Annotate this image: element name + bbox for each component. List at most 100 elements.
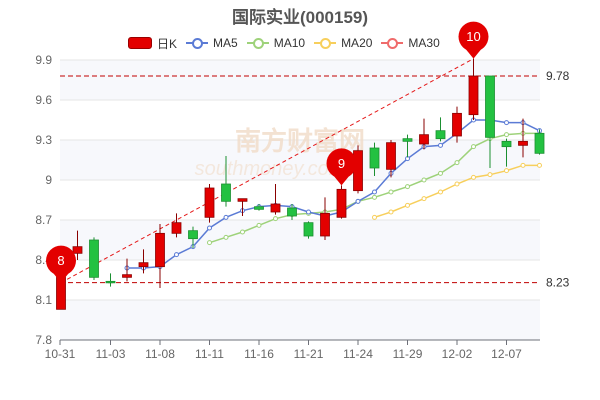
- marker-pin: 10: [458, 21, 489, 59]
- ma20-point: [487, 172, 493, 178]
- candle-body: [320, 212, 330, 237]
- marker-label: 8: [57, 253, 64, 268]
- candle-body: [518, 140, 528, 146]
- candle-body: [122, 274, 132, 278]
- x-tick-label: 12-07: [491, 347, 522, 361]
- ma5-point: [372, 189, 377, 195]
- marker-pin-head: [458, 21, 489, 52]
- reference-line-label: 8.23: [546, 276, 570, 290]
- candle-body: [303, 222, 314, 237]
- ma10-point: [471, 144, 476, 150]
- ma10-point: [223, 234, 229, 240]
- ma5-point: [438, 142, 443, 148]
- ma10-point: [438, 170, 443, 176]
- ma10-point: [372, 194, 377, 200]
- reference-line-label: 9.78: [546, 69, 570, 83]
- candle-body: [155, 232, 165, 268]
- ma10-point: [388, 189, 394, 195]
- kline-legend-icon: [128, 37, 152, 49]
- grid-band: [60, 220, 540, 260]
- ma20-point: [520, 162, 526, 168]
- candle-body: [89, 239, 99, 278]
- candle-body: [369, 147, 380, 169]
- legend-label-ma5: MA5: [213, 36, 238, 50]
- candle-body: [468, 75, 479, 116]
- grid-band: [60, 60, 540, 100]
- watermark-url: southmoney.com: [195, 158, 346, 180]
- x-tick-label: 11-16: [244, 347, 274, 361]
- marker-pin-head: [326, 148, 357, 179]
- ma20-point: [421, 196, 427, 202]
- ma5-point: [306, 209, 311, 215]
- ma5-point: [504, 120, 509, 126]
- ma20-point: [504, 168, 509, 174]
- ma5-point: [174, 252, 179, 258]
- grid-band: [60, 300, 540, 340]
- candle-body: [254, 206, 264, 210]
- marker-label: 10: [466, 29, 480, 44]
- ma5-point: [355, 198, 361, 204]
- candle-body: [138, 262, 149, 268]
- chart-title: 国际实业(000159): [231, 8, 369, 27]
- legend-item-kline[interactable]: 日K: [128, 35, 177, 52]
- ma20-point: [471, 174, 476, 180]
- ma10-point: [256, 222, 262, 228]
- ma10-point: [454, 160, 460, 166]
- ma10-point: [240, 229, 245, 235]
- ma5-line: [127, 119, 540, 269]
- ma10-point: [405, 184, 410, 190]
- ma30-legend-icon: [381, 37, 404, 49]
- x-tick-label: 10-31: [45, 347, 76, 361]
- ma20-point: [537, 162, 542, 168]
- legend-label-ma30: MA30: [408, 36, 440, 50]
- x-tick-label: 11-11: [195, 347, 224, 361]
- y-tick-label: 9.3: [35, 133, 52, 147]
- candle-body: [105, 280, 116, 284]
- candle-body: [204, 187, 215, 218]
- y-tick-label: 9.6: [35, 93, 52, 107]
- legend-item-ma5[interactable]: MA5: [186, 36, 238, 50]
- candle-body: [72, 246, 83, 254]
- y-tick-label: 8.7: [35, 213, 52, 227]
- ma10-point: [273, 216, 278, 222]
- ma5-point: [207, 225, 212, 231]
- x-tick-label: 11-24: [343, 347, 373, 361]
- candle-body: [386, 142, 396, 170]
- marker-pin: 9: [326, 148, 357, 186]
- legend-label-ma20: MA20: [341, 36, 373, 50]
- legend-item-ma20[interactable]: MA20: [314, 36, 372, 50]
- marker-pin: 8: [46, 245, 76, 283]
- ma20-point: [388, 209, 394, 215]
- candle-body: [237, 198, 248, 202]
- trend-line: [60, 58, 474, 284]
- x-tick-label: 11-21: [294, 347, 324, 361]
- candle-body: [221, 183, 231, 202]
- x-tick-label: 11-08: [145, 347, 175, 361]
- y-tick-label: 7.8: [35, 333, 52, 347]
- ma5-legend-icon: [186, 37, 209, 49]
- legend-item-ma10[interactable]: MA10: [246, 36, 306, 50]
- candle-body: [501, 140, 512, 148]
- x-tick-label: 11-03: [96, 347, 126, 361]
- x-tick-label: 11-29: [393, 347, 423, 361]
- marker-pin-head: [46, 245, 76, 276]
- candle-body: [419, 134, 429, 145]
- ma10-point: [504, 132, 509, 138]
- ma20-point: [438, 189, 443, 195]
- candle-body: [171, 222, 182, 234]
- candle-body: [188, 230, 198, 240]
- candle-body: [336, 188, 347, 218]
- legend-label-ma10: MA10: [273, 36, 306, 50]
- legend-item-ma30[interactable]: MA30: [381, 36, 440, 50]
- ma20-legend-icon: [314, 37, 337, 49]
- candle-body: [287, 207, 297, 217]
- candle-body: [435, 130, 446, 140]
- candle-body: [485, 75, 495, 138]
- candle-body: [534, 132, 545, 154]
- y-tick-label: 8.1: [35, 293, 52, 307]
- ma10-legend-icon: [246, 37, 269, 49]
- y-tick-label: 9.9: [35, 53, 52, 67]
- legend-label-kline: 日K: [157, 36, 178, 51]
- ma5-point: [223, 214, 229, 220]
- ma20-point: [405, 202, 410, 208]
